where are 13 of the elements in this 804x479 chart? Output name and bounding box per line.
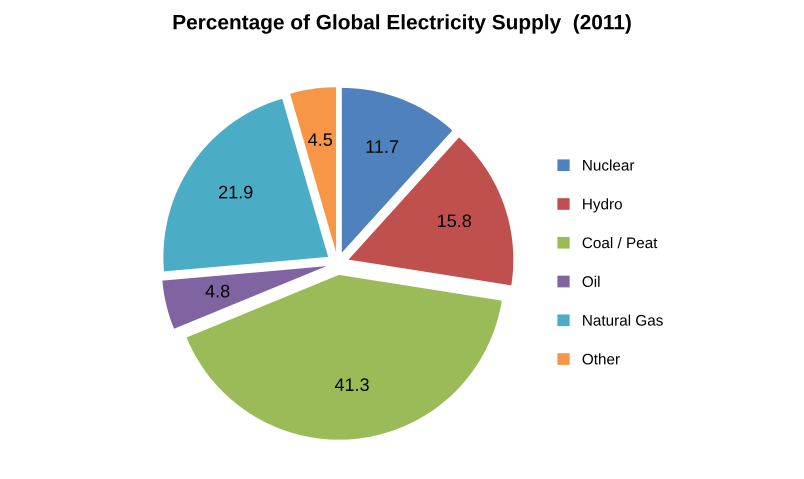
- chart-title: Percentage of Global Electricity Supply (2011): [174, 14, 631, 34]
- legend-label: Coal / Peat: [582, 236, 658, 248]
- data-label: 15.8: [438, 214, 472, 228]
- data-label: 4.8: [205, 284, 230, 298]
- legend-label: Other: [582, 353, 620, 365]
- legend-label: Hydro: [583, 198, 622, 212]
- data-label: 41.3: [334, 378, 369, 392]
- legend-label: Nuclear: [583, 159, 634, 171]
- data-label: 21.9: [219, 186, 252, 199]
- data-label: 4.5: [308, 133, 332, 146]
- data-label: 11.7: [366, 140, 398, 153]
- legend-label: Oil: [582, 276, 600, 287]
- legend-label: Natural Gas: [583, 314, 663, 326]
